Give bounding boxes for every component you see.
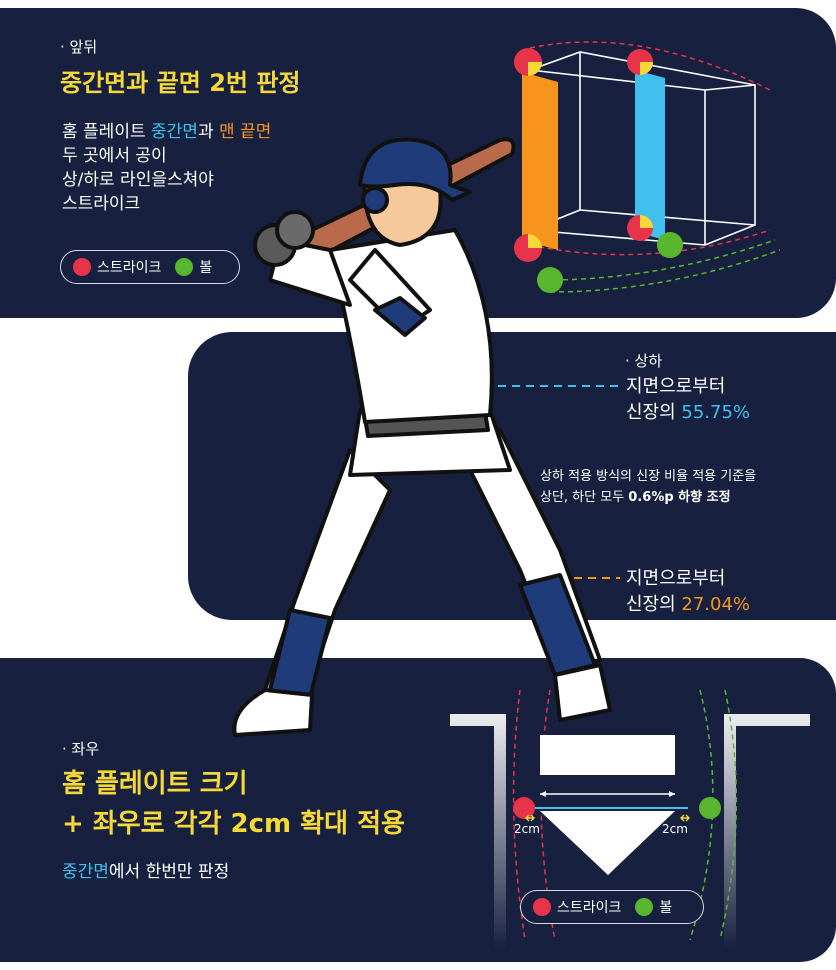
ball-dot-icon [175,258,194,276]
home-plate-diagram [450,689,810,950]
ball-green-mid [657,232,683,258]
legend-strike-label: 스트라이크 [97,260,162,276]
top-legend: 스트라이크 볼 [60,250,240,284]
ball-outside-edge [699,797,721,819]
section-label-up-down: · 상하 [625,352,663,370]
top-desc-line-3: 상/하로 라인을스쳐야 [62,170,214,190]
ball-dot-icon [635,898,654,916]
batter-illustration [232,137,612,737]
top-desc-line-4: 스트라이크 [62,194,141,214]
strike-ball-edge [513,797,535,819]
legend-ball-label: 볼 [659,900,673,916]
extension-left-label: 2cm [514,822,540,836]
top-desc-line-2: 두 곳에서 공이 [62,146,167,166]
lower-dashed-line [560,577,620,579]
lower-limit-text: 지면으로부터 신장의 27.04% [626,568,751,615]
section-label-left-right: · 좌우 [62,740,100,758]
upper-dashed-line [484,385,620,387]
strike-dot-icon [73,258,91,276]
section-label-front-back: · 앞뒤 [60,38,98,56]
legend-ball-label: 볼 [199,260,213,276]
adjustment-note: 상하 적용 방식의 신장 비율 적용 기준을 상단, 하단 모두 0.6%p 하… [540,469,757,505]
plate-width-label: 43.18cm [578,779,636,794]
ball-green-front [537,267,563,293]
lower-limit-value: 27.04% [681,594,751,615]
bottom-legend: 스트라이크 볼 [520,890,704,924]
top-headline: 중간면과 끝면 2번 판정 [60,69,301,97]
top-desc-line-1: 홈 플레이트 중간면과 맨 끝면 [62,122,272,142]
bottom-description: 중간면에서 한번만 판정 [62,862,230,882]
strike-dot-icon [533,898,551,916]
upper-limit-text: 지면으로부터 신장의 55.75% [626,376,751,423]
strike-zone-3d-diagram [514,41,781,293]
extension-right-label: 2cm [662,822,688,836]
legend-strike-label: 스트라이크 [557,900,622,916]
upper-limit-value: 55.75% [681,402,751,423]
top-description: 홈 플레이트 중간면과 맨 끝면 두 곳에서 공이 상/하로 라인을스쳐야 스트… [62,120,271,216]
bottom-headline: 홈 플레이트 크기 + 좌우로 각각 2cm 확대 적용 [62,769,405,839]
